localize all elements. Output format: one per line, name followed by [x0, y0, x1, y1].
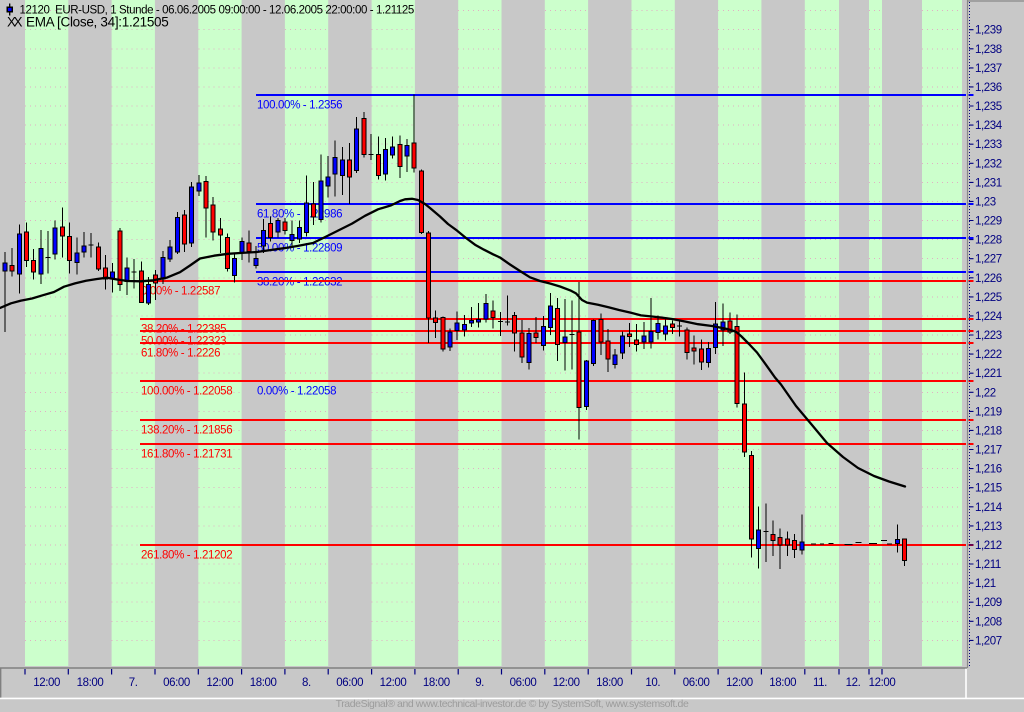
svg-text:8.: 8. — [302, 677, 311, 689]
svg-text:1,21: 1,21 — [975, 578, 996, 590]
svg-text:1,236: 1,236 — [975, 82, 1002, 94]
svg-text:1,232: 1,232 — [975, 158, 1002, 170]
svg-text:1,234: 1,234 — [975, 120, 1003, 132]
svg-text:18:00: 18:00 — [769, 677, 796, 689]
svg-text:1,207: 1,207 — [975, 635, 1002, 647]
svg-text:1,238: 1,238 — [975, 44, 1002, 56]
svg-text:1,225: 1,225 — [975, 292, 1002, 304]
svg-text:12:00: 12:00 — [33, 677, 60, 689]
svg-text:1,208: 1,208 — [975, 616, 1002, 628]
svg-text:38.20% - 1.22632: 38.20% - 1.22632 — [257, 277, 342, 289]
svg-text:12:00: 12:00 — [380, 677, 407, 689]
svg-text:0.00% - 1.22058: 0.00% - 1.22058 — [257, 386, 336, 398]
svg-text:0.00% - 1.22587: 0.00% - 1.22587 — [141, 286, 220, 298]
svg-text:06:00: 06:00 — [163, 677, 190, 689]
svg-text:1,229: 1,229 — [975, 216, 1002, 228]
svg-text:18:00: 18:00 — [596, 677, 623, 689]
svg-text:1,239: 1,239 — [975, 25, 1002, 37]
svg-text:1,231: 1,231 — [975, 177, 1002, 189]
svg-text:TradeSignal® and www.technical: TradeSignal® and www.technical-investor.… — [336, 698, 689, 710]
svg-text:12:00: 12:00 — [869, 677, 896, 689]
svg-text:1,227: 1,227 — [975, 254, 1002, 266]
svg-text:1,214: 1,214 — [975, 502, 1003, 514]
svg-text:7.: 7. — [129, 677, 138, 689]
svg-text:06:00: 06:00 — [683, 677, 710, 689]
svg-text:1,224: 1,224 — [975, 311, 1003, 323]
svg-text:18:00: 18:00 — [423, 677, 450, 689]
svg-text:61.80% - 1.2226: 61.80% - 1.2226 — [141, 348, 220, 360]
svg-text:1,237: 1,237 — [975, 63, 1002, 75]
svg-text:1,222: 1,222 — [975, 349, 1002, 361]
svg-text:EMA [Close, 34]:1.21505: EMA [Close, 34]:1.21505 — [26, 15, 168, 30]
svg-text:1,211: 1,211 — [975, 559, 1001, 571]
svg-text:1,223: 1,223 — [975, 330, 1002, 342]
svg-text:12120 EUR-USD, 1 Stunde - 06.: 12120 EUR-USD, 1 Stunde - 06.06.2005 09:… — [20, 5, 414, 17]
svg-text:06:00: 06:00 — [510, 677, 537, 689]
svg-text:61.80% - 1.22986: 61.80% - 1.22986 — [257, 209, 342, 221]
svg-text:138.20% - 1.21856: 138.20% - 1.21856 — [141, 425, 232, 437]
svg-text:1,235: 1,235 — [975, 101, 1002, 113]
svg-text:18:00: 18:00 — [77, 677, 104, 689]
svg-text:12:00: 12:00 — [553, 677, 580, 689]
svg-text:10.: 10. — [645, 677, 660, 689]
svg-text:18:00: 18:00 — [250, 677, 277, 689]
svg-text:12:00: 12:00 — [206, 677, 233, 689]
svg-text:261.80% - 1.21202: 261.80% - 1.21202 — [141, 550, 232, 562]
svg-text:06:00: 06:00 — [336, 677, 363, 689]
svg-text:1,233: 1,233 — [975, 139, 1002, 151]
svg-text:161.80% - 1.21731: 161.80% - 1.21731 — [141, 449, 232, 461]
svg-text:50.00% - 1.22323: 50.00% - 1.22323 — [141, 336, 226, 348]
svg-text:100.00% - 1.2356: 100.00% - 1.2356 — [257, 100, 342, 112]
svg-text:1,217: 1,217 — [975, 445, 1002, 457]
svg-text:1,22: 1,22 — [975, 387, 996, 399]
svg-text:12.: 12. — [846, 677, 861, 689]
svg-text:1,212: 1,212 — [975, 540, 1002, 552]
svg-text:100.00% - 1.22058: 100.00% - 1.22058 — [141, 386, 232, 398]
svg-text:50.00% - 1.22809: 50.00% - 1.22809 — [257, 243, 342, 255]
svg-text:1,23: 1,23 — [975, 196, 996, 208]
svg-text:12:00: 12:00 — [726, 677, 753, 689]
svg-text:1,213: 1,213 — [975, 521, 1002, 533]
svg-text:11.: 11. — [813, 677, 827, 689]
svg-text:1,219: 1,219 — [975, 406, 1002, 418]
svg-text:1,221: 1,221 — [975, 368, 1002, 380]
svg-text:1,215: 1,215 — [975, 483, 1002, 495]
svg-text:1,218: 1,218 — [975, 425, 1002, 437]
svg-text:1,216: 1,216 — [975, 464, 1002, 476]
svg-text:1,228: 1,228 — [975, 235, 1002, 247]
svg-text:1,209: 1,209 — [975, 597, 1002, 609]
svg-text:1,226: 1,226 — [975, 273, 1002, 285]
svg-text:9.: 9. — [475, 677, 484, 689]
svg-text:38.20% - 1.22385: 38.20% - 1.22385 — [141, 324, 226, 336]
